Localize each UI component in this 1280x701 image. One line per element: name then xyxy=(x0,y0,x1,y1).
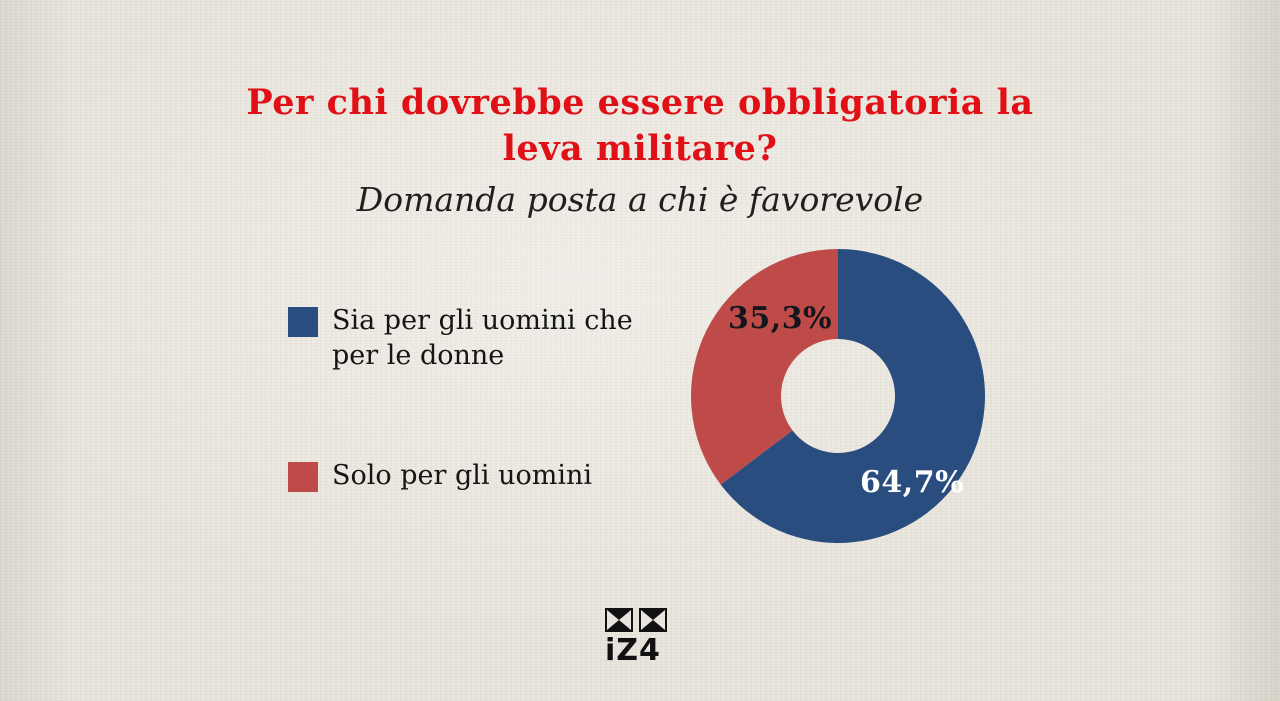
donut-chart xyxy=(691,249,985,543)
page-title: Per chi dovrebbe essere obbligatoria la … xyxy=(0,80,1280,172)
legend-swatch-red xyxy=(288,462,318,492)
data-label-red: 35,3% xyxy=(728,301,833,336)
izi-logo-text: iZ4 xyxy=(605,633,661,668)
donut-chart-area: 35,3% 64,7% xyxy=(688,243,988,543)
legend-item-blue: Sia per gli uomini che per le donne xyxy=(288,303,642,373)
page-title-line1: Per chi dovrebbe essere obbligatoria la xyxy=(246,82,1034,123)
izi-logo: iZ4 xyxy=(605,608,675,666)
donut-slice-0 xyxy=(720,249,985,543)
donut-slice-1 xyxy=(691,249,838,485)
legend-label-red: Solo per gli uomini xyxy=(332,460,593,491)
legend-item-red: Solo per gli uomini xyxy=(288,458,642,493)
page-subtitle: Domanda posta a chi è favorevole xyxy=(356,180,924,219)
data-label-blue: 64,7% xyxy=(860,465,965,500)
izi-logo-mark xyxy=(605,608,667,632)
legend-label-blue: Sia per gli uomini che per le donne xyxy=(332,305,633,372)
legend-swatch-blue xyxy=(288,307,318,337)
page-title-line2: leva militare? xyxy=(502,128,778,170)
